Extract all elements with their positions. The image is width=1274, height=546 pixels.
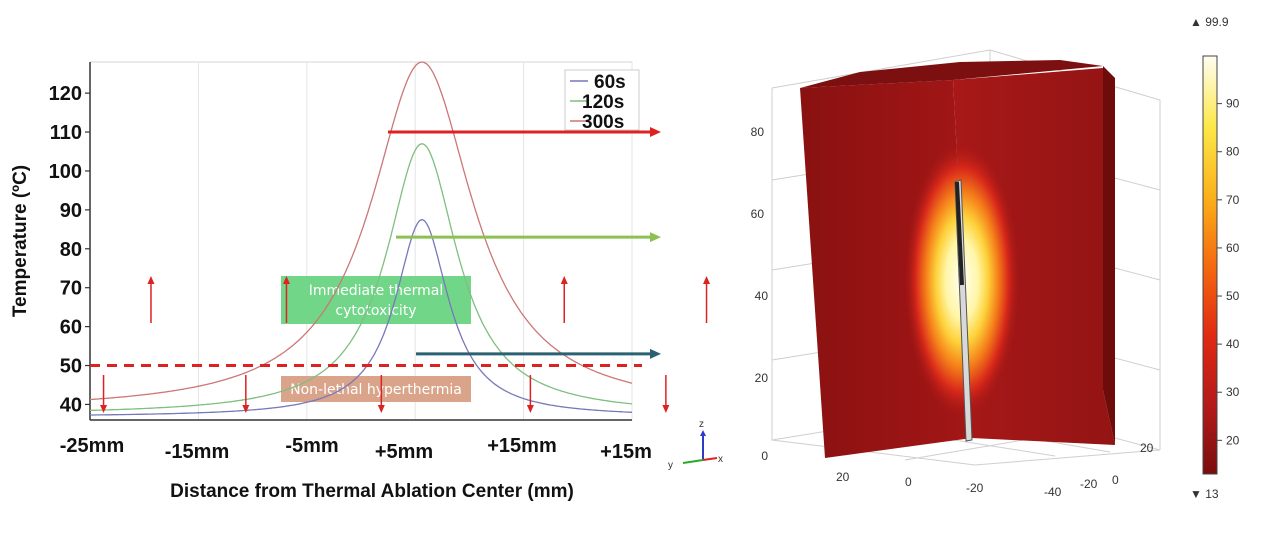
- y-tick-label: 50: [60, 356, 82, 378]
- 3d-z-tick-label: 20: [755, 371, 769, 385]
- y-tick-label: 80: [60, 239, 82, 261]
- colorbar-tick-label: 20: [1226, 433, 1240, 447]
- x-tick-label: -15mm: [165, 441, 229, 463]
- colorbar-tick-label: 40: [1226, 337, 1240, 351]
- thermal-zone-line: Immediate thermal: [309, 283, 444, 299]
- y-tick-label: 60: [60, 317, 82, 339]
- outer-rim: [1103, 66, 1115, 445]
- vertical-arrows: [100, 276, 711, 413]
- 3d-x-tick-label: -20: [966, 481, 984, 495]
- triad-label-z: z: [699, 419, 704, 430]
- triad-x-axis: [702, 457, 718, 461]
- 3d-x-tick-label: 0: [905, 475, 912, 489]
- x-axis-title: Distance from Thermal Ablation Center (m…: [170, 481, 574, 502]
- probe-tip: [955, 181, 964, 286]
- triad-label-y: y: [668, 460, 673, 471]
- y-tick-label: 70: [60, 278, 82, 300]
- down-arrowhead: [662, 405, 670, 413]
- y-tick-label: 120: [49, 83, 82, 105]
- colorbar-ticks: 90 80 70 60 50 40 30 20: [1217, 97, 1240, 447]
- y-tick-label: 110: [50, 122, 82, 144]
- colorbar-tick-label: 30: [1226, 385, 1240, 399]
- down-arrowhead: [526, 405, 534, 413]
- down-arrowhead: [377, 405, 385, 413]
- legend-label: 60s: [594, 72, 626, 93]
- x-tick-label: -5mm: [285, 435, 338, 457]
- 3d-z-tick-label: 60: [751, 207, 765, 221]
- colorbar-tick-label: 70: [1226, 193, 1240, 207]
- hyperthermia-label: Non-lethal hyperthermia: [290, 382, 462, 398]
- y-axis-title: Temperature (ºC): [10, 165, 31, 317]
- x-tick-label: +15m: [600, 441, 652, 463]
- up-arrowhead: [560, 276, 568, 284]
- colorbar: ▲ 99.9 90 80 70 60 50 40 30 20 ▼ 13: [1190, 15, 1240, 501]
- 3d-y-tick-label: -40: [1044, 485, 1062, 499]
- 3d-z-tick-label: 40: [755, 289, 769, 303]
- level-arrowhead: [650, 348, 661, 359]
- up-arrowhead: [703, 276, 711, 284]
- triad-z-arrowhead: [700, 430, 706, 436]
- 3d-z-tick-label: 0: [761, 449, 768, 463]
- y-tick-label: 90: [60, 200, 82, 222]
- series-lines: [89, 61, 633, 416]
- 3d-x-ticks: -20 0 20: [836, 470, 984, 495]
- x-tick-label: +5mm: [375, 441, 433, 463]
- y-ticks: 40 50 60 70 80 90 100 110 120: [49, 83, 90, 416]
- 3d-z-tick-label: 80: [751, 125, 765, 139]
- colorbar-tick-label: 60: [1226, 241, 1240, 255]
- colorbar-tick-label: 90: [1226, 97, 1240, 111]
- legend-label: 300s: [582, 112, 624, 133]
- colorbar-tick-label: 80: [1226, 145, 1240, 159]
- 3d-z-ticks: 0 20 40 60 80: [751, 125, 769, 463]
- series-line-120s: [89, 143, 633, 412]
- 3d-y-tick-label: 0: [1112, 473, 1119, 487]
- hyperthermia-zone: [281, 376, 471, 402]
- up-arrowhead: [282, 276, 290, 284]
- level-arrowhead: [650, 127, 661, 138]
- legend-label: 120s: [582, 92, 624, 113]
- colorbar-gradient: [1202, 55, 1218, 475]
- 3d-y-tick-label: -20: [1080, 477, 1098, 491]
- series-line-300s: [89, 61, 633, 401]
- temperature-line-chart: 40 50 60 70 80 90 100 110 120 -25mm -15mm -5mm +5mm…: [10, 61, 711, 502]
- down-arrowhead: [100, 405, 108, 413]
- down-arrowhead: [242, 405, 250, 413]
- thermal-zone-line: cytotoxicity: [335, 303, 416, 319]
- y-tick-label: 100: [49, 161, 82, 183]
- triad-y-axis: [682, 459, 704, 464]
- x-tick-label: +15mm: [487, 435, 557, 457]
- y-tick-label: 40: [60, 394, 82, 416]
- x-tick-label: -25mm: [60, 435, 124, 457]
- thermal-cytotoxicity-label: Immediate thermal cytotoxicity: [309, 283, 444, 319]
- colorbar-max-label: ▲ 99.9: [1190, 15, 1229, 29]
- 3d-y-ticks: 20 0 -20 -40: [1044, 441, 1154, 499]
- colorbar-tick-label: 50: [1226, 289, 1240, 303]
- simulation-3d-view: 0 20 40 60 80 20 0 -20 -40 -20 0 20: [751, 49, 1161, 499]
- top-face: [800, 60, 1103, 88]
- triad-label-x: x: [718, 454, 723, 465]
- level-arrows: [388, 127, 661, 359]
- up-arrowhead: [147, 276, 155, 284]
- axis-triad: z y x: [668, 419, 723, 471]
- 3d-x-tick-label: 20: [836, 470, 850, 484]
- level-arrowhead: [650, 232, 661, 243]
- colorbar-min-label: ▼ 13: [1190, 487, 1219, 501]
- x-ticks: -25mm -15mm -5mm +5mm +15mm +15m: [60, 435, 652, 463]
- thermal-cytotoxicity-zone: [281, 276, 471, 324]
- series-line-60s: [90, 218, 633, 416]
- 3d-y-tick-label: 20: [1140, 441, 1154, 455]
- legend-box: [564, 69, 640, 131]
